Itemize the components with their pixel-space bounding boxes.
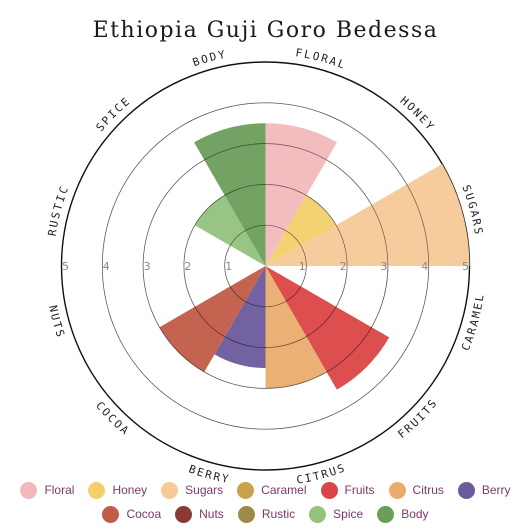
bar-body xyxy=(194,123,266,266)
legend-label: Rustic xyxy=(261,507,296,521)
legend-swatch xyxy=(320,481,338,499)
bars xyxy=(101,102,470,430)
axis-label-nuts: NUTS xyxy=(46,304,67,340)
bar-cocoa xyxy=(159,266,266,373)
grid-overlay xyxy=(101,102,430,430)
legend-swatch xyxy=(102,505,120,523)
legend-item-berry[interactable]: Berry xyxy=(457,481,511,499)
bar-floral xyxy=(265,123,337,266)
tick-label: 5 xyxy=(462,260,469,273)
legend-item-body[interactable]: Body xyxy=(377,505,429,523)
legend-item-rustic[interactable]: Rustic xyxy=(237,505,296,523)
legend-swatch xyxy=(237,481,255,499)
axis-label-honey: HONEY xyxy=(397,94,437,134)
chart-title: Ethiopia Guji Goro Bedessa xyxy=(93,18,439,43)
tick-label: 1 xyxy=(299,260,306,273)
legend-swatch xyxy=(88,481,106,499)
tick-label: 5 xyxy=(62,260,69,273)
tick-label: 4 xyxy=(421,260,428,273)
axis-label-rustic: RUSTIC xyxy=(46,183,72,237)
legend-swatch xyxy=(161,481,179,499)
legend-item-nuts[interactable]: Nuts xyxy=(175,505,224,523)
legend-item-spice[interactable]: Spice xyxy=(309,505,364,523)
axis-label-floral: FLORAL xyxy=(295,46,349,72)
tick-label: 3 xyxy=(144,260,151,273)
radial-ticks: 1 1 2 2 3 3 4 4 5 5 xyxy=(62,260,469,273)
tick-label: 2 xyxy=(184,260,191,273)
legend-item-caramel[interactable]: Caramel xyxy=(237,481,307,499)
tick-label: 1 xyxy=(225,260,232,273)
bar-fruits xyxy=(265,266,390,390)
grid-ring-overlay xyxy=(101,102,430,430)
legend-swatch xyxy=(309,505,327,523)
legend-label: Caramel xyxy=(261,483,307,497)
legend: Floral Honey Sugars Caramel Fruits Citrus Berr… xyxy=(0,478,531,526)
legend-swatch xyxy=(388,481,406,499)
legend-label: Body xyxy=(401,507,429,521)
grid-ring-overlay xyxy=(224,224,307,308)
legend-label: Nuts xyxy=(199,507,224,521)
legend-label: Citrus xyxy=(412,483,444,497)
grid-ring-overlay xyxy=(142,143,389,389)
axis-label-spice: SPICE xyxy=(93,94,133,134)
legend-item-cocoa[interactable]: Cocoa xyxy=(102,505,162,523)
category-labels: FLORALHONEYSUGARSCARAMELFRUITSCITRUSBERR… xyxy=(46,46,487,487)
legend-item-sugars[interactable]: Sugars xyxy=(161,481,224,499)
legend-label: Berry xyxy=(481,483,511,497)
axis-label-caramel: CARAMEL xyxy=(459,292,487,353)
bar-spice xyxy=(194,195,266,266)
legend-label: Honey xyxy=(112,483,148,497)
bar-citrus xyxy=(265,266,327,389)
legend-item-honey[interactable]: Honey xyxy=(88,481,148,499)
legend-row: Floral Honey Sugars Caramel Fruits Citrus Berr… xyxy=(0,478,531,502)
legend-item-citrus[interactable]: Citrus xyxy=(388,481,444,499)
legend-label: Sugars xyxy=(185,483,224,497)
legend-item-fruits[interactable]: Fruits xyxy=(320,481,375,499)
legend-swatch xyxy=(175,505,193,523)
legend-swatch xyxy=(20,481,38,499)
legend-label: Cocoa xyxy=(126,507,162,521)
axis-label-cocoa: COCOA xyxy=(93,399,132,438)
legend-row: Cocoa Nuts Rustic Spice Body xyxy=(0,502,531,526)
legend-label: Spice xyxy=(333,507,364,521)
bar-berry xyxy=(214,266,266,368)
legend-swatch xyxy=(377,505,395,523)
bar-honey xyxy=(265,195,337,266)
tick-label: 4 xyxy=(103,260,110,273)
legend-label: Floral xyxy=(44,483,75,497)
tick-label: 3 xyxy=(380,260,387,273)
bar-sugars xyxy=(265,164,470,266)
legend-swatch xyxy=(457,481,475,499)
legend-swatch xyxy=(237,505,255,523)
legend-item-floral[interactable]: Floral xyxy=(20,481,75,499)
grid-ring-overlay xyxy=(183,184,348,348)
axis-label-fruits: FRUITS xyxy=(395,396,440,441)
tick-label: 2 xyxy=(340,260,347,273)
legend-label: Fruits xyxy=(344,483,375,497)
